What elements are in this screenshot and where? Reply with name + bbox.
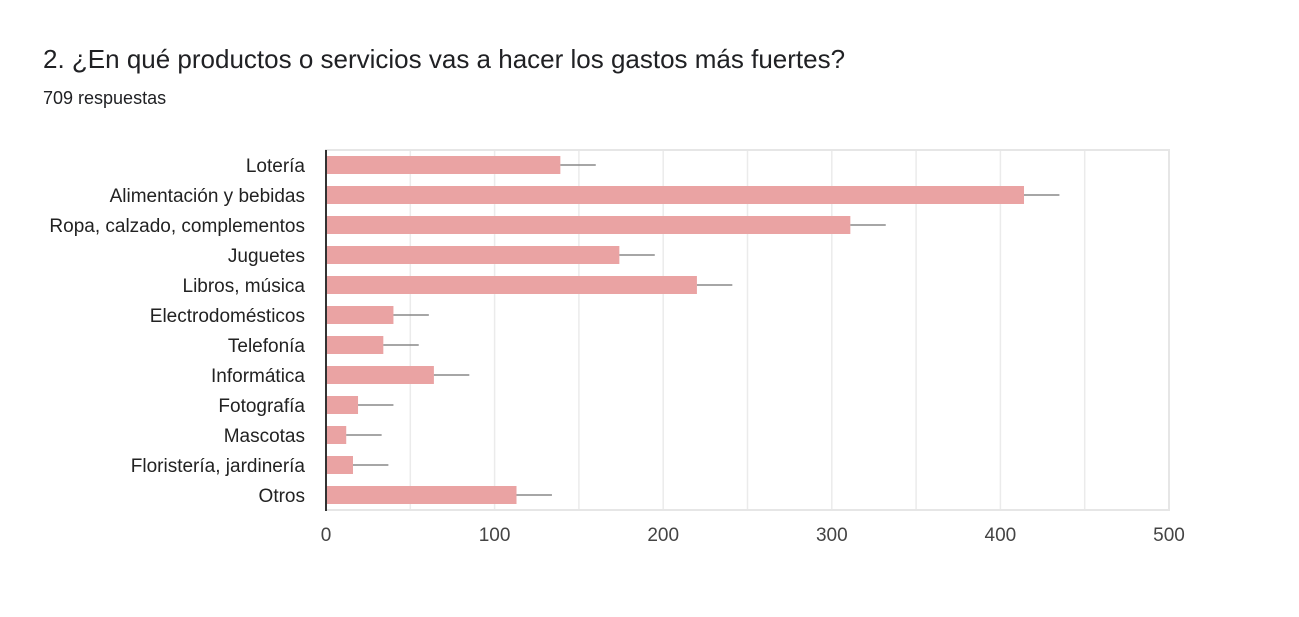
x-tick-label: 500 [1153, 525, 1185, 546]
response-count: 709 respuestas [43, 88, 167, 108]
bar [326, 246, 620, 264]
category-labels: Lotería Alimentación y bebidas Ropa, calza… [49, 156, 305, 507]
category-label: Otros [259, 486, 305, 507]
category-label: Alimentación y bebidas [110, 186, 305, 207]
bar [326, 276, 697, 294]
chart-title: 2. ¿En qué productos o servicios vas a h… [43, 44, 846, 74]
category-label: Fotografía [218, 396, 305, 417]
category-label: Floristería, jardinería [131, 456, 306, 477]
category-label: Electrodomésticos [150, 306, 305, 327]
x-tick-labels: 0 100 200 300 400 500 [321, 525, 1185, 546]
category-label: Juguetes [228, 246, 305, 267]
bar [326, 336, 384, 354]
x-tick-label: 100 [479, 525, 511, 546]
x-tick-label: 200 [647, 525, 679, 546]
bar [326, 426, 347, 444]
bar [326, 156, 561, 174]
category-label: Ropa, calzado, complementos [49, 216, 305, 237]
bar [326, 456, 353, 474]
category-label: Libros, música [183, 276, 306, 297]
bar [326, 366, 434, 384]
category-label: Mascotas [224, 426, 305, 447]
bar [326, 186, 1025, 204]
bar [326, 306, 394, 324]
category-label: Telefonía [228, 336, 306, 357]
bar [326, 486, 517, 504]
bar [326, 216, 851, 234]
x-tick-label: 0 [321, 525, 332, 546]
category-label: Lotería [246, 156, 306, 177]
x-tick-label: 400 [985, 525, 1017, 546]
category-label: Informática [211, 366, 305, 387]
bar [326, 396, 359, 414]
grid-lines [409, 150, 1086, 510]
x-tick-label: 300 [816, 525, 848, 546]
bars [326, 156, 1060, 504]
